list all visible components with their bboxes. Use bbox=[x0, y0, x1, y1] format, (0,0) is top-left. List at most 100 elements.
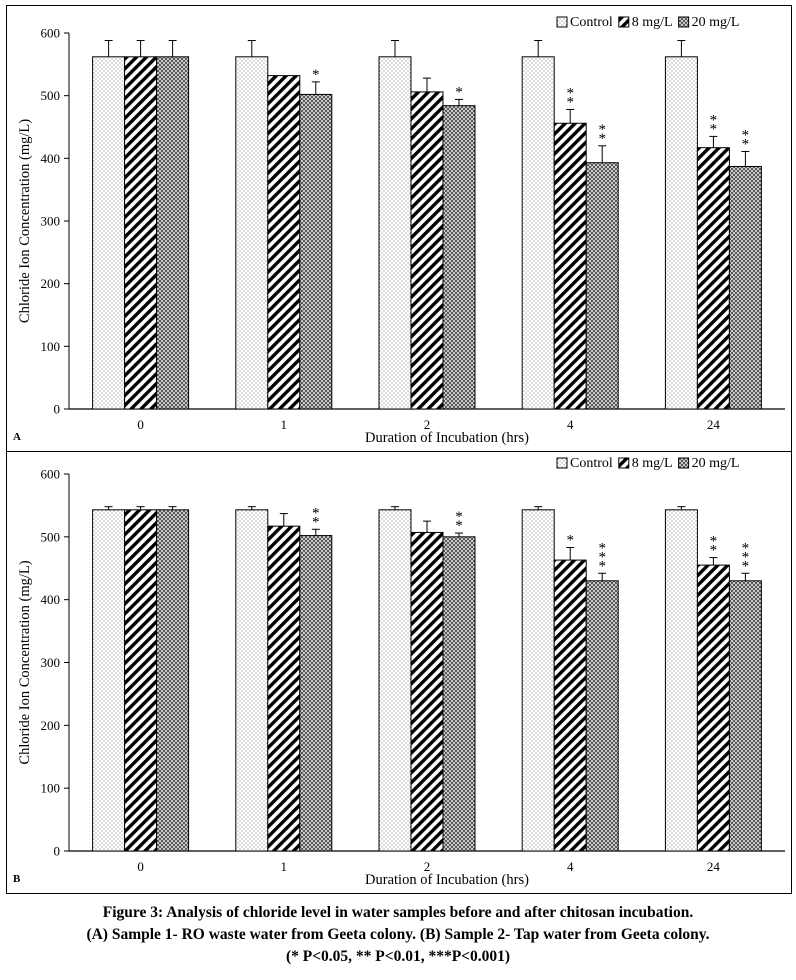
significance-star: * bbox=[710, 112, 718, 128]
bar-20-mg-l bbox=[299, 93, 333, 410]
x-tick-label: 1 bbox=[281, 859, 288, 874]
y-tick-label: 500 bbox=[41, 529, 61, 544]
bar-8-mg-l bbox=[267, 525, 301, 852]
bar-control bbox=[378, 56, 412, 410]
y-tick-label: 600 bbox=[41, 467, 61, 482]
bar-control bbox=[521, 509, 555, 852]
bar-control bbox=[378, 509, 412, 852]
legend-label-control: Control bbox=[570, 456, 613, 471]
legend-swatch-control bbox=[556, 457, 568, 469]
chart-a-svg: 0 100 200 300 400 500 600 Chloride Ion Concentr… bbox=[13, 15, 785, 446]
x-tick-label: 2 bbox=[424, 417, 431, 432]
bar-control bbox=[521, 56, 555, 410]
bar-8-mg-l bbox=[696, 147, 730, 410]
panel-label: A bbox=[13, 431, 21, 443]
bar-20-mg-l bbox=[156, 56, 190, 410]
bar-20-mg-l bbox=[442, 536, 476, 852]
bar-20-mg-l bbox=[728, 580, 762, 852]
y-tick-label: 300 bbox=[41, 214, 61, 229]
chart-b-svg: 0 100 200 300 400 500 600 Chloride Ion Concentr… bbox=[13, 456, 785, 888]
bar-control bbox=[235, 56, 269, 410]
significance-star: * bbox=[598, 131, 606, 147]
significance-star: * bbox=[598, 122, 606, 138]
significance-star: * bbox=[742, 558, 750, 574]
significance-star: * bbox=[742, 540, 750, 556]
chart-panel-b: 0 100 200 300 400 500 600 Chloride Ion Concentr… bbox=[6, 451, 792, 894]
bar-8-mg-l bbox=[124, 509, 158, 852]
significance-star: * bbox=[566, 533, 574, 549]
bar-20-mg-l bbox=[442, 105, 476, 410]
bar-8-mg-l bbox=[553, 122, 587, 410]
bar-20-mg-l bbox=[585, 580, 619, 852]
legend-swatch-20-mg-l bbox=[678, 16, 690, 28]
bar-control bbox=[92, 509, 126, 852]
legend-label-20-mg-l: 20 mg/L bbox=[692, 456, 740, 471]
significance-star: * bbox=[455, 84, 463, 100]
bar-8-mg-l bbox=[410, 531, 444, 852]
significance-star: * bbox=[312, 514, 320, 530]
bar-20-mg-l bbox=[299, 535, 333, 852]
y-tick-label: 100 bbox=[41, 339, 61, 354]
significance-star: * bbox=[710, 121, 718, 137]
legend-swatch-8-mg-l bbox=[618, 16, 630, 28]
significance-star: * bbox=[710, 543, 718, 559]
figure-caption: Figure 3: Analysis of chloride level in … bbox=[0, 902, 796, 968]
significance-star: * bbox=[312, 67, 320, 83]
legend-label-8-mg-l: 8 mg/L bbox=[632, 456, 673, 471]
legend-swatch-20-mg-l bbox=[678, 457, 690, 469]
x-tick-label: 4 bbox=[567, 417, 574, 432]
y-tick-label: 100 bbox=[41, 781, 61, 796]
bar-8-mg-l bbox=[124, 56, 158, 410]
bar-8-mg-l bbox=[553, 559, 587, 852]
significance-star: * bbox=[742, 127, 750, 143]
y-tick-label: 300 bbox=[41, 655, 61, 670]
legend-label-8-mg-l: 8 mg/L bbox=[632, 15, 673, 30]
caption-line-2: (A) Sample 1- RO waste water from Geeta … bbox=[86, 926, 710, 943]
y-tick-label: 0 bbox=[54, 402, 61, 417]
y-tick-label: 600 bbox=[41, 26, 61, 41]
bar-20-mg-l bbox=[728, 165, 762, 410]
significance-star: * bbox=[566, 85, 574, 101]
significance-star: * bbox=[598, 549, 606, 565]
bar-control bbox=[235, 509, 269, 852]
x-tick-label: 0 bbox=[137, 417, 144, 432]
y-tick-label: 400 bbox=[41, 592, 61, 607]
x-tick-label: 0 bbox=[137, 859, 144, 874]
y-tick-label: 200 bbox=[41, 276, 61, 291]
bar-20-mg-l bbox=[156, 509, 190, 852]
y-tick-label: 400 bbox=[41, 151, 61, 166]
significance-star: * bbox=[455, 518, 463, 534]
significance-star: * bbox=[742, 136, 750, 152]
significance-star: * bbox=[312, 505, 320, 521]
bar-20-mg-l bbox=[585, 162, 619, 410]
significance-star: * bbox=[598, 558, 606, 574]
legend-swatch-8-mg-l bbox=[618, 457, 630, 469]
legend-swatch-control bbox=[556, 16, 568, 28]
bar-8-mg-l bbox=[267, 75, 301, 410]
y-axis-label: Chloride Ion Concentration (mg/L) bbox=[17, 560, 33, 764]
bar-control bbox=[92, 56, 126, 410]
caption-line-3: (* P<0.05, ** P<0.01, ***P<0.001) bbox=[285, 948, 511, 965]
x-tick-label: 1 bbox=[281, 417, 288, 432]
x-tick-label: 24 bbox=[707, 417, 721, 432]
x-tick-label: 4 bbox=[567, 859, 574, 874]
legend-label-20-mg-l: 20 mg/L bbox=[692, 15, 740, 30]
significance-star: * bbox=[598, 540, 606, 556]
y-axis-label: Chloride Ion Concentration (mg/L) bbox=[17, 119, 33, 323]
x-tick-label: 2 bbox=[424, 859, 431, 874]
x-axis-label: Duration of Incubation (hrs) bbox=[365, 872, 529, 888]
y-tick-label: 500 bbox=[41, 88, 61, 103]
significance-star: * bbox=[566, 94, 574, 110]
bar-8-mg-l bbox=[410, 91, 444, 410]
significance-star: * bbox=[710, 534, 718, 550]
y-tick-label: 200 bbox=[41, 718, 61, 733]
x-tick-label: 24 bbox=[707, 859, 721, 874]
y-tick-label: 0 bbox=[54, 844, 61, 859]
legend-label-control: Control bbox=[570, 15, 613, 30]
bar-control bbox=[664, 56, 698, 410]
bar-8-mg-l bbox=[696, 564, 730, 852]
significance-star: * bbox=[742, 549, 750, 565]
bar-control bbox=[664, 509, 698, 852]
significance-star: * bbox=[455, 509, 463, 525]
x-axis-label: Duration of Incubation (hrs) bbox=[365, 430, 529, 446]
